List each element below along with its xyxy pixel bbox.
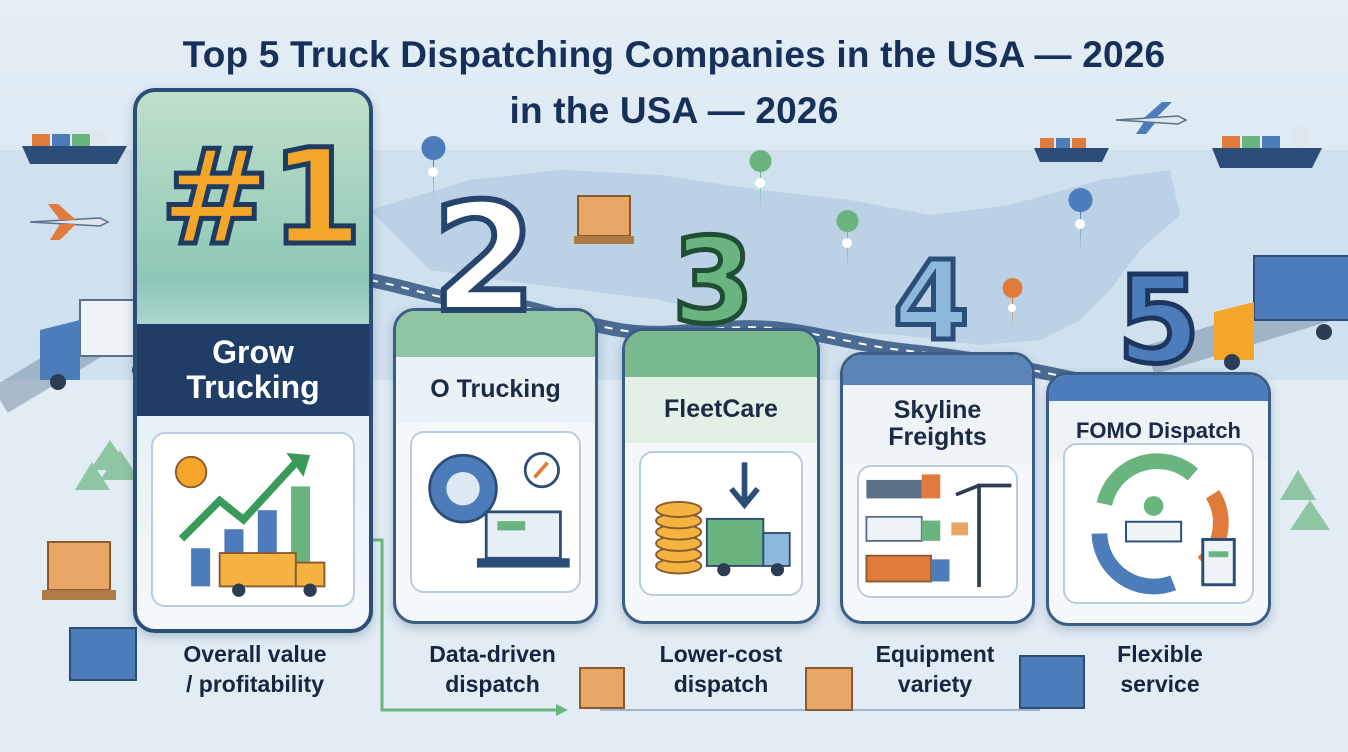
company-name-band: Grow Trucking (137, 324, 369, 416)
map-pin-icon (1068, 188, 1093, 252)
caption-line-1: Lower-cost (659, 641, 783, 667)
airplane-icon (1115, 102, 1188, 134)
company-caption-1: Overall value / profitability (150, 640, 360, 700)
company-name-line-2: Trucking (186, 369, 320, 405)
truck-icon (1214, 255, 1348, 370)
profit-chart-truck-icon (151, 432, 355, 608)
container-icon (1019, 655, 1085, 709)
caption-line-1: Flexible (1117, 641, 1203, 667)
map-pin-icon (421, 136, 446, 200)
company-card-2: O Trucking (393, 308, 598, 624)
ship-icon (1034, 138, 1109, 162)
company-name-band: Skyline Freights (843, 385, 1032, 463)
tree-icon (1280, 470, 1330, 530)
container-icon (69, 627, 137, 681)
rank-number-1: #1 (157, 121, 364, 275)
caption-line-2: dispatch (673, 670, 769, 697)
caption-line-1: Equipment (875, 641, 995, 667)
page-title: Top 5 Truck Dispatching Companies in the… (182, 34, 1166, 75)
cycle-desk-tablet-icon (1063, 443, 1254, 605)
company-name-line-2: Freights (888, 423, 987, 451)
box-icon (805, 667, 853, 711)
company-card-4: Skyline Freights (840, 352, 1035, 624)
caption-line-1: Data-driven (429, 641, 556, 667)
company-name: O Trucking (430, 375, 561, 404)
company-card-1: Grow Trucking (133, 88, 373, 633)
box-icon (579, 667, 625, 709)
trucks-crane-icon (857, 465, 1018, 599)
caption-line-2: dispatch (445, 670, 540, 697)
rank-number-3: 3 (669, 212, 756, 350)
company-caption-3: Lower-cost dispatch (626, 640, 816, 700)
caption-line-2: variety (897, 670, 973, 697)
tree-icon (75, 440, 140, 490)
data-gear-laptop-icon (410, 431, 581, 593)
company-name: FOMO Dispatch (1075, 417, 1241, 443)
ship-icon (1212, 126, 1322, 168)
caption-line-2: service (1120, 670, 1200, 697)
rank-number-2: 2 (429, 172, 539, 346)
ship-icon (22, 130, 127, 164)
rank-number-5: 5 (1115, 252, 1203, 391)
coins-truck-icon (639, 451, 803, 597)
rank-number-4: 4 (891, 237, 973, 365)
page-title-line-2: in the USA — 2026 (509, 90, 839, 131)
route-arrow (370, 538, 560, 712)
map-silhouette (370, 170, 1180, 345)
company-name-line-1: Grow (212, 333, 294, 370)
company-caption-4: Equipment variety (840, 640, 1030, 700)
airplane-icon (29, 204, 110, 240)
company-caption-5: Flexible service (1060, 640, 1260, 700)
map-pin-icon (1002, 278, 1023, 330)
company-card-5: FOMO Dispatch (1046, 372, 1271, 626)
company-name-line-1: Skyline (893, 395, 982, 424)
caption-line-1: Overall value (183, 641, 327, 667)
box-icon (42, 541, 116, 600)
company-card-3: FleetCare (622, 328, 820, 624)
company-name-band: O Trucking (396, 357, 595, 423)
box-icon (574, 195, 634, 244)
company-name-band: FleetCare (625, 377, 817, 443)
map-pin-icon (749, 150, 772, 210)
company-caption-2: Data-driven dispatch (395, 640, 590, 700)
map-pin-icon (836, 210, 859, 270)
company-name: FleetCare (664, 395, 778, 424)
caption-line-2: / profitability (186, 670, 324, 697)
